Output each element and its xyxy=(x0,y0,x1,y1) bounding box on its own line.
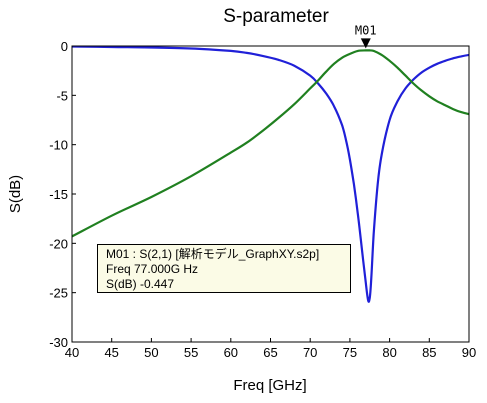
y-axis-title: S(dB) xyxy=(7,175,24,213)
x-tick-label: 45 xyxy=(104,345,118,360)
marker: M01 xyxy=(355,23,377,49)
x-tick-label: 85 xyxy=(422,345,436,360)
marker-readout: M01 : S(2,1) [解析モデル_GraphXY.s2p] Freq 77… xyxy=(97,244,351,293)
y-tick-label: -5 xyxy=(56,88,68,103)
y-tick-label: -15 xyxy=(49,187,68,202)
series-line-0 xyxy=(72,46,469,303)
series-line-1 xyxy=(72,49,469,238)
x-tick-label: 90 xyxy=(462,345,476,360)
marker-triangle-icon xyxy=(360,38,371,49)
marker-readout-line1: M01 : S(2,1) [解析モデル_GraphXY.s2p] xyxy=(106,247,320,261)
y-tick-label: -20 xyxy=(49,236,68,251)
x-tick-label: 50 xyxy=(144,345,158,360)
y-tick-label: -10 xyxy=(49,138,68,153)
x-tick-label: 40 xyxy=(65,345,79,360)
x-tick-label: 80 xyxy=(382,345,396,360)
x-tick-label: 60 xyxy=(224,345,238,360)
marker-readout-line3: S(dB) -0.447 xyxy=(106,277,175,291)
x-tick-label: 70 xyxy=(303,345,317,360)
marker-readout-line2: Freq 77.000G Hz xyxy=(106,262,199,276)
y-tick-label: -25 xyxy=(49,286,68,301)
marker-label: M01 xyxy=(355,23,377,37)
chart-title: S-parameter xyxy=(223,6,329,27)
x-axis-title: Freq [GHz] xyxy=(233,377,306,394)
y-tick-label: 0 xyxy=(61,39,68,54)
y-tick-label: -30 xyxy=(49,335,68,350)
x-tick-label: 75 xyxy=(343,345,357,360)
x-tick-label: 55 xyxy=(184,345,198,360)
plot-frame xyxy=(71,45,470,343)
plot-series xyxy=(72,46,469,303)
x-tick-label: 65 xyxy=(263,345,277,360)
axis-ticks: 40 45 50 55 60 65 70 75 80 85 90 0 -5 -10 -15 -20 -25 -30 xyxy=(49,39,476,360)
